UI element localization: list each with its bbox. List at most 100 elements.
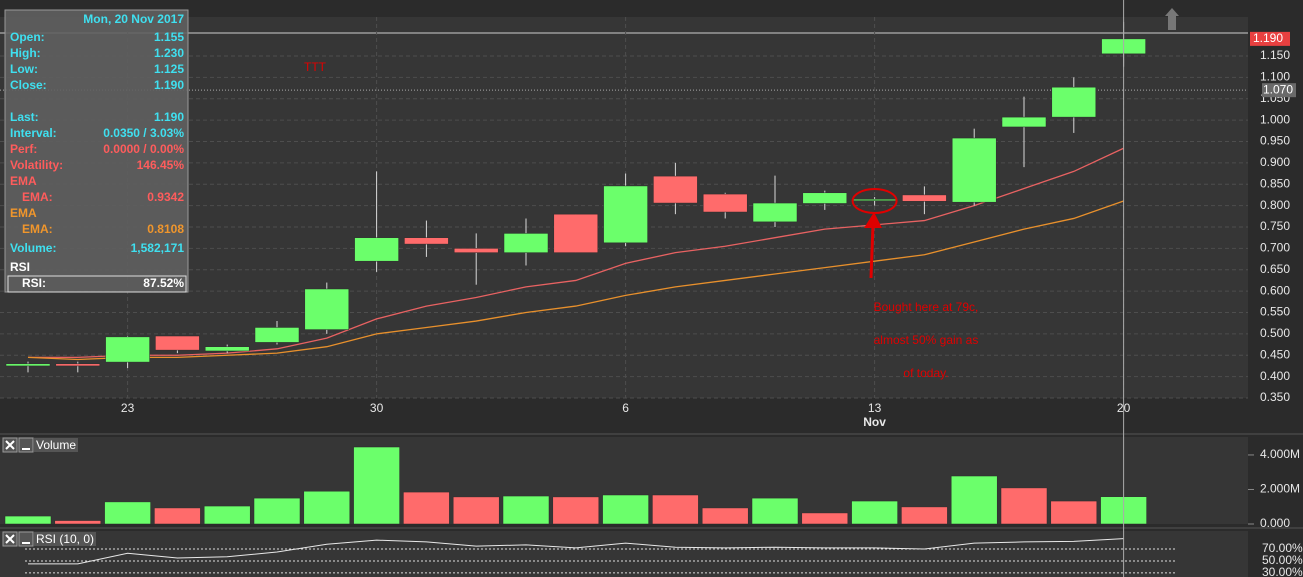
candle-body bbox=[653, 175, 698, 204]
volume-bar bbox=[552, 496, 600, 525]
info-label: Low: bbox=[10, 62, 38, 76]
y-tick-label: 0.800 bbox=[1260, 198, 1290, 212]
info-label: EMA bbox=[10, 206, 37, 220]
candle-body bbox=[752, 202, 798, 223]
y-tick-label: 0.350 bbox=[1260, 390, 1290, 404]
y-tick-label: 1.150 bbox=[1260, 48, 1290, 62]
candle-body bbox=[55, 363, 101, 367]
volume-bar bbox=[950, 475, 998, 525]
candle-body bbox=[802, 192, 848, 204]
y-tick-label: 0.450 bbox=[1260, 347, 1290, 361]
panel-title-box bbox=[34, 532, 96, 546]
info-value: 0.9342 bbox=[147, 190, 184, 204]
y-tick-label: 0.700 bbox=[1260, 241, 1290, 255]
close-icon bbox=[5, 440, 15, 450]
volume-bar bbox=[303, 490, 351, 525]
info-date: Mon, 20 Nov 2017 bbox=[83, 12, 184, 26]
volume-bar bbox=[851, 500, 898, 525]
candle-body bbox=[1051, 86, 1097, 118]
candle-body bbox=[553, 213, 599, 253]
info-label: EMA: bbox=[22, 190, 53, 204]
info-value: 1,582,171 bbox=[131, 241, 185, 255]
panel-title-box bbox=[34, 438, 78, 452]
info-value: 0.8108 bbox=[147, 222, 184, 236]
volume-bar bbox=[1000, 487, 1048, 525]
rsi-value-box bbox=[7, 275, 187, 293]
panel-title: Volume bbox=[36, 438, 76, 452]
info-label: Last: bbox=[10, 110, 39, 124]
y-tick-label: 1.000 bbox=[1260, 112, 1290, 126]
volume-bar bbox=[452, 496, 500, 525]
volume-bar bbox=[652, 494, 699, 525]
info-label: EMA: bbox=[22, 222, 53, 236]
x-tick-label: 6 bbox=[622, 401, 629, 415]
annotation: Bought here at 79c, bbox=[874, 300, 979, 314]
info-label: Volume: bbox=[10, 241, 56, 255]
y-tick-label: 2.000M bbox=[1260, 482, 1300, 496]
candle-body bbox=[702, 193, 748, 213]
candle-body bbox=[902, 194, 947, 202]
volume-bar bbox=[154, 507, 201, 525]
y-tick-label: 50.00% bbox=[1262, 553, 1303, 567]
x-tick-label: 13 bbox=[868, 401, 882, 415]
volume-bar bbox=[353, 446, 400, 525]
ema-line bbox=[28, 147, 1124, 359]
info-value: 1.190 bbox=[154, 110, 184, 124]
volume-bar bbox=[104, 501, 151, 525]
y-tick-label: 70.00% bbox=[1262, 541, 1303, 555]
candle-body bbox=[155, 335, 200, 351]
x-month-label: Nov bbox=[863, 415, 886, 429]
volume-bar bbox=[701, 507, 749, 525]
candle-body bbox=[304, 288, 350, 330]
info-label: Close: bbox=[10, 78, 47, 92]
y-tick-label: 0.600 bbox=[1260, 283, 1290, 297]
annotation: almost 50% gain as bbox=[874, 333, 979, 347]
close-icon bbox=[5, 534, 15, 544]
volume-bar bbox=[1050, 500, 1098, 525]
candle-body bbox=[852, 198, 897, 201]
price-marker bbox=[1262, 83, 1296, 98]
y-tick-label: 0.950 bbox=[1260, 134, 1290, 148]
candle-body bbox=[204, 346, 250, 352]
y-tick-label: 4.000M bbox=[1260, 447, 1300, 461]
volume-bar bbox=[602, 494, 649, 525]
info-value: 0.0000 / 0.00% bbox=[103, 142, 184, 156]
arrow-head bbox=[864, 212, 882, 228]
volume-bar bbox=[54, 520, 102, 525]
candle-body bbox=[105, 336, 150, 363]
x-tick-label: 30 bbox=[370, 401, 384, 415]
y-tick-label: 1.100 bbox=[1260, 70, 1290, 84]
y-tick-label: 0.750 bbox=[1260, 219, 1290, 233]
info-value: 146.45% bbox=[137, 158, 185, 172]
volume-bar bbox=[751, 497, 799, 525]
candle-body bbox=[404, 237, 449, 245]
info-value: 1.125 bbox=[154, 62, 184, 76]
annotation: of today. bbox=[903, 366, 948, 380]
y-tick-label: 0.500 bbox=[1260, 326, 1290, 340]
volume-bar bbox=[4, 515, 52, 525]
info-label: Volatility: bbox=[10, 158, 63, 172]
info-label: EMA bbox=[10, 174, 37, 188]
info-label: RSI bbox=[10, 260, 30, 274]
info-label: Perf: bbox=[10, 142, 37, 156]
ema-line bbox=[27, 200, 1124, 361]
candle-body bbox=[1001, 116, 1047, 128]
y-tick-label: 0.850 bbox=[1260, 176, 1290, 190]
volume-bar bbox=[502, 495, 550, 525]
volume-bar bbox=[801, 512, 849, 525]
scroll-icon bbox=[1165, 8, 1179, 30]
y-tick-label: 0.000 bbox=[1260, 516, 1290, 530]
info-label: High: bbox=[10, 46, 41, 60]
arrow bbox=[869, 224, 875, 279]
y-tick-label: 0.550 bbox=[1260, 305, 1290, 319]
info-label: Open: bbox=[10, 30, 45, 44]
candle-body bbox=[453, 248, 499, 253]
candle-body bbox=[5, 363, 51, 367]
volume-bar bbox=[403, 491, 450, 525]
y-tick-label: 0.650 bbox=[1260, 262, 1290, 276]
y-tick-label: 30.00% bbox=[1262, 565, 1303, 577]
info-panel bbox=[4, 9, 189, 293]
annotation: TTT bbox=[304, 60, 327, 74]
y-tick-label: 0.400 bbox=[1260, 369, 1290, 383]
